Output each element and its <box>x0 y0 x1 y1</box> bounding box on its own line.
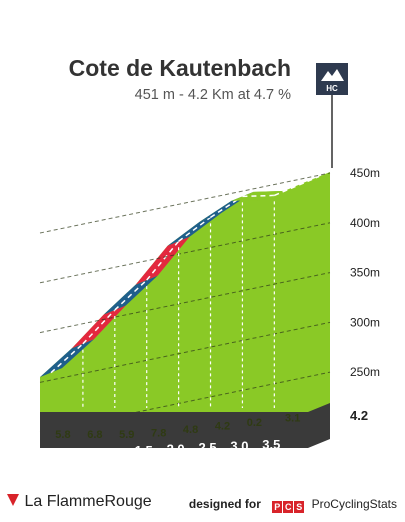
climb-title: Cote de Kautenbach <box>68 55 291 81</box>
chart-labels: 250m 300m 350m 400m 450m 5.8 6.8 5.9 7.8 4.8 4.2 0.… <box>55 166 380 461</box>
flame-icon <box>7 494 19 506</box>
designed-for-label: designed for <box>188 497 261 511</box>
distance-tick-label: 2.0 <box>167 442 185 457</box>
pcs-letter: P <box>272 501 283 513</box>
distance-tick-label: 2.5 <box>198 440 216 455</box>
end-distance-label: 4.2 <box>350 408 368 423</box>
gradient-label: 4.8 <box>183 424 198 436</box>
elevation-grid-line <box>39 272 331 334</box>
gradient-label: 6.8 <box>87 429 102 441</box>
category-badge-text: HC <box>326 84 338 93</box>
distance-band <box>40 403 330 448</box>
segment-centerline <box>274 175 320 197</box>
gradient-label: 7.8 <box>151 427 166 439</box>
gradient-label: 5.8 <box>55 429 70 441</box>
brand-suffix: Rouge <box>104 493 152 510</box>
brand-prefix: La Flamme <box>24 493 105 510</box>
gradient-label: 4.2 <box>215 420 230 432</box>
gradient-segment <box>263 172 330 200</box>
elevation-tick-label: 400m <box>350 216 380 230</box>
segment-centerline <box>50 343 84 374</box>
segment-centerline <box>82 309 116 345</box>
lafammerouge-logo: La FlammeRouge <box>6 493 152 511</box>
gradient-label: 5.9 <box>119 429 134 441</box>
provider-name: ProCyclingStats <box>311 497 397 511</box>
distance-tick-label: 1.5 <box>135 443 153 458</box>
category-badge: HC <box>316 63 348 168</box>
mountain-icon <box>321 69 344 81</box>
elevation-grid-line <box>39 172 331 234</box>
gradient-segment <box>71 305 126 349</box>
segment-centerline <box>178 216 211 242</box>
distance-tick-label: 3.5 <box>262 437 280 452</box>
profile-area <box>40 181 308 412</box>
pcs-letter: S <box>294 501 305 513</box>
elevation-grid-line <box>39 222 331 284</box>
gradient-label: 0.2 <box>247 417 262 429</box>
distance-tick-label: 0.5 <box>71 446 89 461</box>
elevation-tick-label: 450m <box>350 166 380 180</box>
climb-subtitle: 451 m - 4.2 Km at 4.7 % <box>134 87 291 103</box>
distance-markers <box>82 201 275 408</box>
elevation-grid <box>39 172 331 433</box>
gradient-segment <box>135 236 190 285</box>
gradient-segment <box>231 190 286 201</box>
profile-area-layer <box>40 172 330 421</box>
elevation-tick-label: 350m <box>350 266 380 280</box>
distance-band-bg <box>40 403 330 448</box>
distance-tick-label: 3.0 <box>230 438 248 453</box>
elevation-tick-label: 250m <box>350 365 380 379</box>
pcs-letter: C <box>283 501 294 513</box>
segment-centerline <box>114 279 148 311</box>
gradient-label: 3.1 <box>285 413 300 425</box>
elevation-grid-line <box>39 321 331 383</box>
elevation-tick-label: 300m <box>350 315 380 329</box>
distance-tick-label: 1.0 <box>103 445 121 460</box>
